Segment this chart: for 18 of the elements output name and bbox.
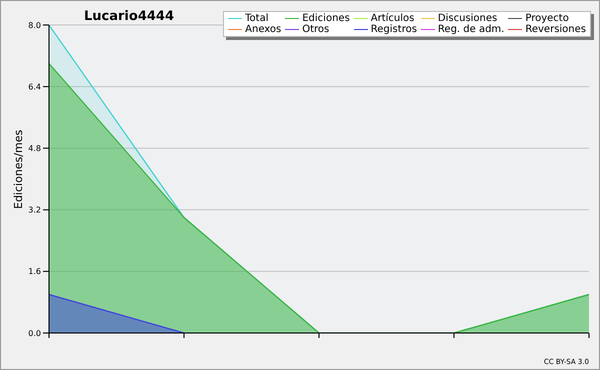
y-tick-label: 8.0	[28, 20, 41, 30]
legend-label: Discusiones	[438, 13, 498, 24]
y-tick-label: 0.0	[28, 328, 41, 338]
legend-label: Proyecto	[525, 13, 569, 24]
legend-label: Reversiones	[525, 24, 586, 35]
y-axis-title: Ediciones/mes	[12, 130, 25, 209]
legend-label: Anexos	[245, 24, 282, 35]
legend-label: Registros	[370, 24, 417, 35]
legend-label: Reg. de adm.	[438, 24, 504, 35]
chart-title: Lucario4444	[84, 9, 174, 24]
legend-label: Ediciones	[302, 13, 350, 24]
y-tick-label: 6.4	[28, 82, 41, 92]
legend-label: Artículos	[370, 13, 414, 24]
legend-label: Total	[245, 13, 268, 24]
y-tick-label: 1.6	[28, 267, 41, 276]
y-tick-label: 3.2	[28, 206, 41, 215]
legend-label: Otros	[302, 24, 330, 35]
y-tick-label: 4.8	[28, 144, 41, 154]
